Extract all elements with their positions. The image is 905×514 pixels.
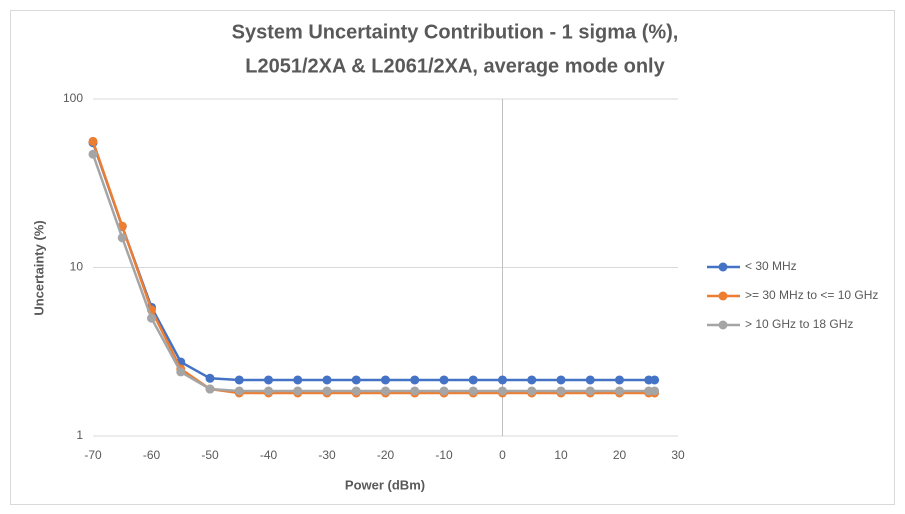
data-point (527, 375, 537, 385)
data-point (117, 233, 127, 243)
x-tick-label: 20 (613, 448, 627, 462)
data-point (585, 375, 595, 385)
data-point (264, 375, 273, 385)
x-tick-label: 30 (671, 448, 685, 462)
data-point (527, 386, 537, 396)
x-tick-label: -20 (377, 448, 395, 462)
data-point (615, 386, 624, 396)
x-tick-label: -10 (435, 448, 453, 462)
y-tick-label: 1 (76, 428, 83, 442)
data-point (615, 375, 624, 385)
data-point (556, 375, 566, 385)
data-point (439, 386, 449, 396)
data-point (293, 375, 303, 385)
legend-label: < 30 MHz (745, 259, 797, 273)
x-tick-label: -70 (84, 448, 102, 462)
data-point (88, 136, 98, 146)
data-point (650, 386, 660, 396)
data-point (293, 386, 303, 396)
data-point (381, 375, 390, 385)
data-point (410, 375, 420, 385)
legend-marker (718, 291, 728, 301)
data-point (147, 313, 156, 323)
legend-label: > 10 GHz to 18 GHz (745, 317, 853, 331)
data-point (650, 375, 660, 385)
data-point (498, 386, 507, 396)
data-point (322, 375, 332, 385)
legend-label: >= 30 MHz to <= 10 GHz (745, 288, 878, 302)
data-point (439, 375, 449, 385)
data-point (585, 386, 595, 396)
data-point (234, 375, 244, 385)
data-point (468, 386, 478, 396)
x-tick-label: 10 (554, 448, 568, 462)
legend-marker (718, 262, 728, 272)
x-axis-label: Power (dBm) (345, 477, 425, 492)
x-tick-label: -40 (260, 448, 278, 462)
data-point (410, 386, 420, 396)
data-point (498, 375, 507, 385)
legend-marker (718, 320, 728, 330)
data-point (176, 367, 186, 377)
chart-title: L2051/2XA & L2061/2XA, average mode only (245, 55, 665, 77)
x-tick-label: -30 (318, 448, 336, 462)
x-tick-label: -60 (143, 448, 161, 462)
chart-border (10, 10, 895, 505)
data-point (205, 373, 215, 383)
y-axis-label: Uncertainty (%) (31, 220, 46, 315)
data-point (351, 375, 361, 385)
data-point (205, 384, 215, 394)
data-point (322, 386, 332, 396)
data-point (88, 149, 98, 159)
data-point (556, 386, 566, 396)
y-tick-label: 10 (70, 260, 84, 274)
x-tick-label: 0 (499, 448, 506, 462)
x-tick-label: -50 (201, 448, 219, 462)
y-tick-label: 100 (63, 91, 83, 105)
data-point (381, 386, 390, 396)
data-point (264, 386, 273, 396)
data-point (351, 386, 361, 396)
chart-title: System Uncertainty Contribution - 1 sigm… (232, 21, 679, 43)
data-point (468, 375, 478, 385)
data-point (234, 386, 244, 396)
